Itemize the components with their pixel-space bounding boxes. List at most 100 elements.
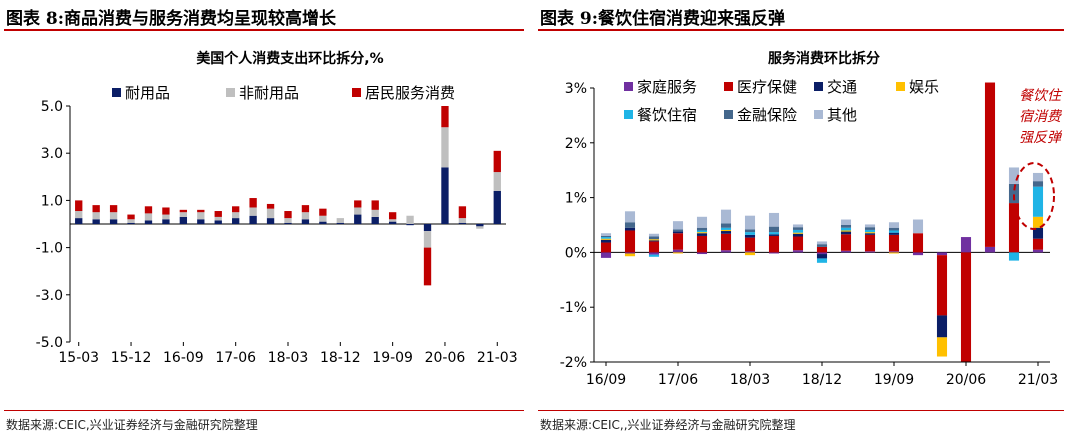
bar-segment-1-15-06 [92, 212, 100, 220]
bar-segment-1-20/09 [984, 82, 996, 247]
bar-segment-6-18/06 [768, 212, 780, 227]
bar-segment-1-16-09 [179, 212, 188, 217]
bar-segment-2-17/03 [648, 240, 660, 242]
bar-segment-1-16/12 [624, 230, 636, 253]
bar-segment-3-19/03 [840, 230, 852, 232]
bar-segment-4-16/09 [600, 237, 612, 239]
left-header-rule [4, 29, 524, 31]
bar-segment-2-15-12 [127, 214, 135, 220]
bar-segment-2-19/03 [840, 231, 852, 235]
bar-segment-5-17/06 [672, 229, 684, 232]
legend-swatch-2 [352, 88, 361, 97]
bar-segment-0-20-06 [441, 167, 449, 224]
bar-segment-0-20-09 [458, 222, 467, 224]
bar-segment-1-19/12 [912, 233, 924, 253]
bar-segment-5-21/03 [1032, 181, 1044, 187]
bar-segment-6-18/03 [744, 215, 756, 230]
bar-segment-5-19/06 [864, 227, 876, 230]
chart-title: 服务消费环比拆分 [768, 50, 880, 67]
legend-label-1: 医疗保健 [737, 78, 797, 96]
x-tick-label: 16/09 [586, 372, 626, 388]
bar-segment-2-19/06 [864, 233, 876, 235]
bar-segment-6-17/09 [696, 216, 708, 228]
bar-segment-2-19/09 [888, 232, 900, 235]
bar-segment-6-20/12 [1008, 167, 1020, 184]
x-tick-label: 18-12 [320, 350, 361, 366]
legend-label-0: 家庭服务 [637, 78, 697, 96]
bar-segment-0-17-06 [232, 218, 240, 224]
bar-segment-1-16-12 [197, 212, 205, 220]
bar-segment-0-16-09 [179, 216, 188, 224]
legend-label-2: 居民服务消费 [365, 84, 455, 102]
bar-segment-0-15-03 [75, 218, 83, 224]
bar-segment-2-16/12 [624, 227, 636, 231]
y-tick-label: -5.0 [36, 335, 63, 351]
bar-segment-6-17/06 [672, 221, 684, 230]
legend-swatch-6 [814, 110, 823, 119]
bar-segment-2-18-03 [284, 211, 292, 219]
bar-segment-1-17/06 [672, 233, 684, 250]
bar-segment-3-18/09 [792, 232, 804, 234]
bar-segment-0-18/06 [768, 252, 780, 254]
bar-segment-2-19-09 [388, 212, 397, 220]
legend-label-6: 其他 [827, 106, 857, 124]
bar-segment-1-20-12 [476, 226, 484, 229]
bar-segment-2-16-12 [197, 209, 205, 213]
legend-swatch-0 [624, 82, 633, 91]
bar-segment-2-17/06 [672, 231, 684, 234]
left-chart: 美国个人消费支出环比拆分,% 5.0 3.0 1.0 -1.0 -3.0 -5.015-03… [36, 50, 518, 366]
bar-segment-2-15-03 [75, 200, 83, 212]
y-tick-label: -2% [560, 355, 587, 371]
x-tick-label: 17/06 [658, 372, 698, 388]
bar-segment-0-19/12 [912, 252, 924, 256]
right-panel: 图表 9:餐饮住宿消费迎来强反弹 服务消费环比拆分 3% 2% 1% 0% -1% -2% 1… [534, 0, 1068, 439]
bar-segment-6-19/03 [840, 219, 852, 225]
bar-segment-2-17-12 [266, 203, 275, 209]
bar-segment-5-18/12 [816, 244, 828, 247]
bar-segment-1-18-03 [284, 218, 292, 223]
bar-segment-5-19/09 [888, 227, 900, 231]
bar-segment-2-17-03 [214, 211, 222, 217]
x-tick-label: 21-03 [477, 350, 518, 366]
legend-swatch-1 [724, 82, 733, 91]
x-tick-label: 15-12 [111, 350, 152, 366]
bar-segment-3-19/09 [888, 252, 900, 254]
bar-segment-0-17-03 [214, 220, 222, 224]
bar-segment-1-20/12 [1008, 203, 1020, 253]
bar-segment-3-19/06 [864, 232, 876, 234]
bar-segment-0-17/06 [672, 249, 684, 253]
bar-segment-1-20-09 [458, 218, 467, 223]
legend-swatch-4 [624, 110, 633, 119]
bar-segment-1-19/03 [840, 234, 852, 251]
bar-segment-6-21/03 [1032, 172, 1044, 182]
chart-title: 美国个人消费支出环比拆分,% [196, 50, 383, 67]
bar-segment-2-20-06 [441, 106, 449, 128]
bar-segment-4-18/03 [744, 232, 756, 235]
bar-segment-1-21/03 [1032, 238, 1044, 250]
bar-segment-6-17/12 [720, 209, 732, 224]
bar-segment-2-20-09 [458, 206, 467, 219]
bar-segment-2-20/03 [936, 315, 948, 338]
bar-segment-1-19-12 [406, 215, 414, 224]
y-tick-label: 5.0 [41, 99, 63, 115]
bar-segment-1-16/09 [600, 242, 612, 253]
bar-segment-1-20/06 [960, 252, 972, 362]
annotation-text-line: 宿消费 [1019, 109, 1062, 125]
bar-segment-2-17-06 [232, 206, 240, 213]
bar-segment-1-17-12 [266, 208, 275, 219]
bar-segment-0-20-12 [476, 224, 484, 227]
bar-segment-5-17/09 [696, 227, 708, 231]
bar-segment-2-17-09 [249, 198, 257, 208]
bar-segment-2-18-06 [301, 205, 310, 213]
legend-label-0: 耐用品 [125, 84, 170, 102]
bar-segment-0-19/09 [888, 251, 900, 253]
bar-segment-6-19/09 [888, 222, 900, 228]
bar-segment-0-16/12 [624, 252, 636, 254]
bar-segment-5-17/03 [648, 236, 660, 240]
left-panel-header: 图表 8:商品消费与服务消费均呈现较高增长 [6, 9, 337, 29]
bar-segment-6-16/09 [600, 233, 612, 236]
bar-segment-1-20-06 [441, 127, 449, 168]
legend-swatch-3 [896, 82, 905, 91]
bar-segment-0-19/06 [864, 251, 876, 253]
legend-label-2: 交通 [827, 78, 857, 96]
